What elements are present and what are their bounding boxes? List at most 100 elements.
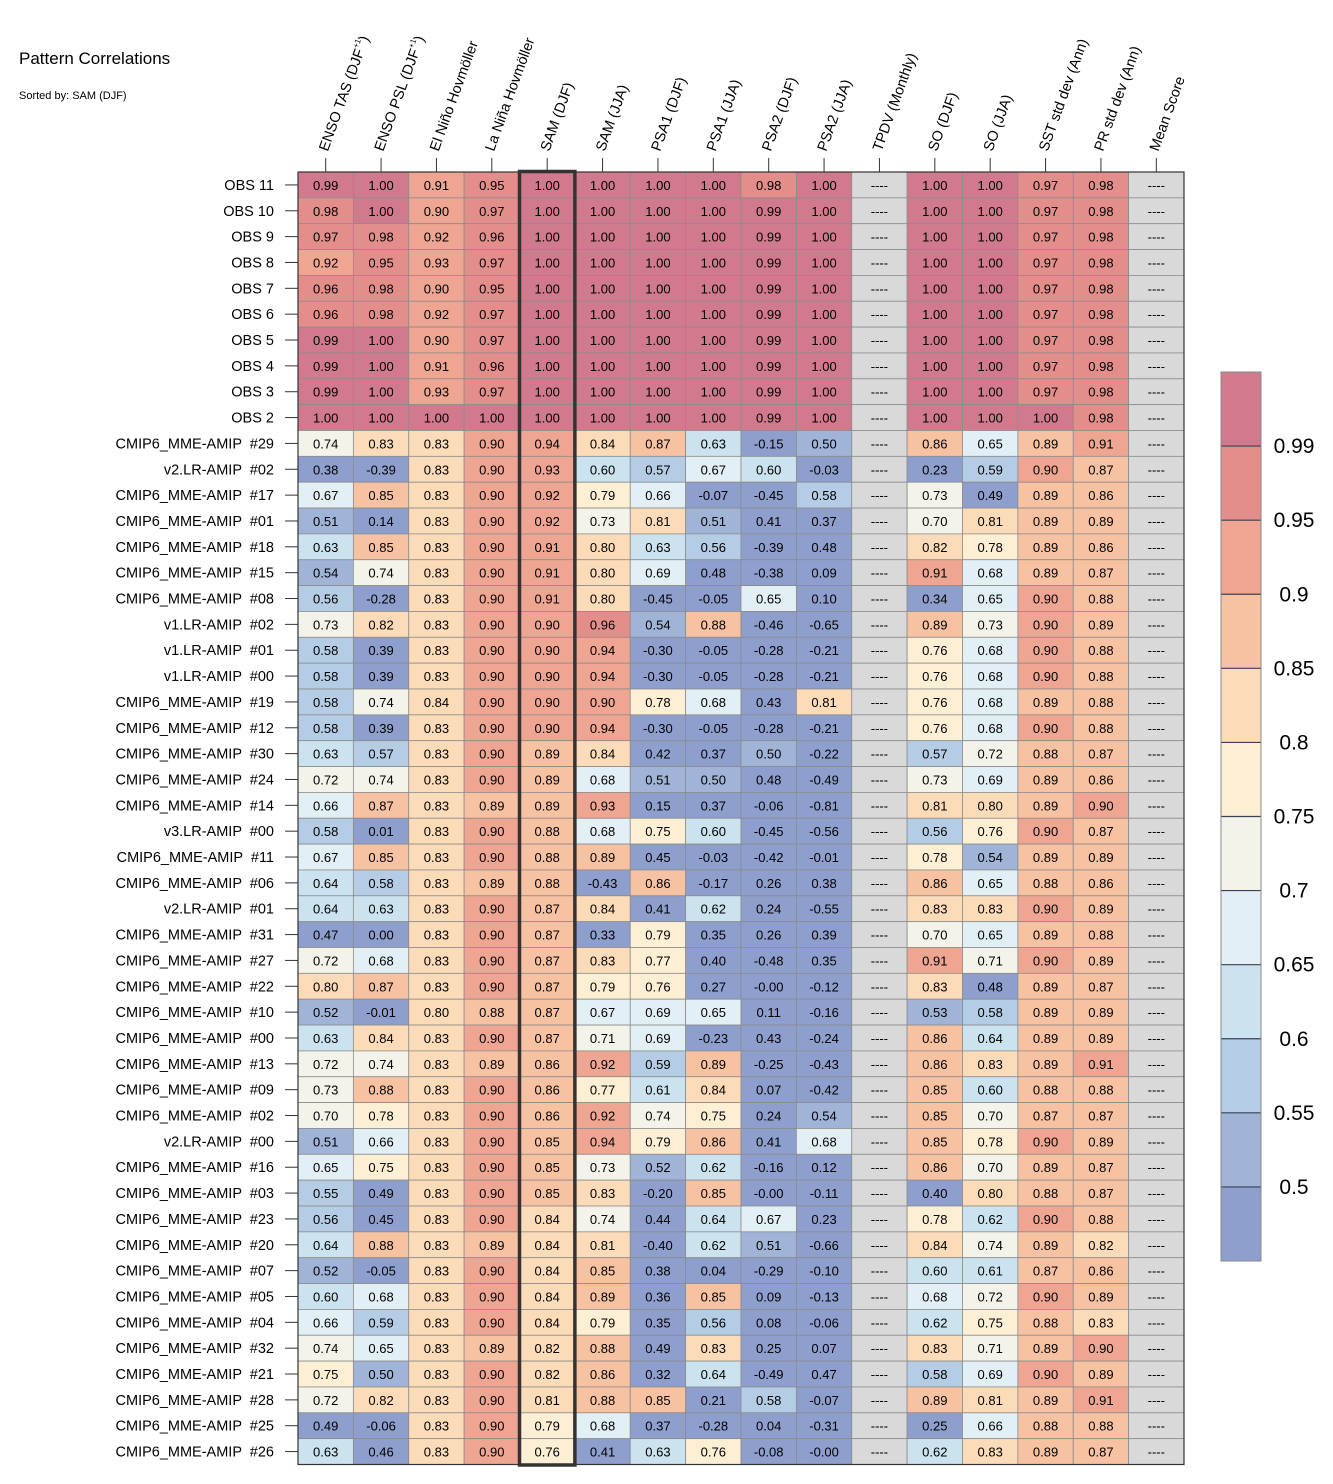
heatmap-cell[interactable]	[685, 430, 742, 457]
heatmap-cell[interactable]	[962, 1438, 1019, 1465]
heatmap-cell[interactable]	[1017, 1309, 1074, 1336]
heatmap-cell[interactable]	[1072, 274, 1130, 302]
heatmap-cell[interactable]	[408, 197, 465, 225]
heatmap-cell[interactable]	[574, 249, 631, 276]
heatmap-cell[interactable]	[795, 1205, 853, 1233]
heatmap-cell[interactable]	[962, 249, 1019, 276]
heatmap-cell[interactable]	[463, 559, 520, 587]
heatmap-cell[interactable]	[297, 998, 354, 1026]
heatmap-cell[interactable]	[1017, 947, 1074, 974]
heatmap-cell[interactable]	[962, 1412, 1019, 1440]
heatmap-cell[interactable]	[629, 1153, 687, 1181]
heatmap-cell[interactable]	[1072, 559, 1130, 587]
heatmap-cell[interactable]	[352, 636, 410, 664]
heatmap-cell[interactable]	[740, 1334, 797, 1362]
heatmap-cell[interactable]	[463, 1360, 520, 1388]
heatmap-cell[interactable]	[352, 714, 410, 742]
heatmap-cell[interactable]	[906, 921, 963, 948]
heatmap-cell[interactable]	[629, 1283, 687, 1310]
heatmap-cell[interactable]	[519, 274, 576, 302]
heatmap-cell[interactable]	[851, 688, 908, 716]
heatmap-cell[interactable]	[851, 1438, 908, 1465]
heatmap-cell[interactable]	[962, 714, 1019, 742]
heatmap-cell[interactable]	[408, 223, 465, 250]
heatmap-cell[interactable]	[962, 998, 1019, 1026]
heatmap-cell[interactable]	[685, 378, 742, 406]
heatmap-cell[interactable]	[740, 843, 797, 871]
heatmap-cell[interactable]	[629, 1076, 687, 1104]
heatmap-cell[interactable]	[297, 1128, 354, 1155]
heatmap-cell[interactable]	[297, 688, 354, 716]
heatmap-cell[interactable]	[962, 792, 1019, 819]
heatmap-cell[interactable]	[740, 1153, 797, 1181]
heatmap-cell[interactable]	[574, 404, 631, 431]
heatmap-cell[interactable]	[519, 481, 576, 509]
heatmap-cell[interactable]	[574, 1024, 631, 1052]
heatmap-cell[interactable]	[1017, 1050, 1074, 1078]
heatmap-cell[interactable]	[574, 1128, 631, 1155]
heatmap-cell[interactable]	[629, 1386, 687, 1414]
heatmap-cell[interactable]	[906, 249, 963, 276]
heatmap-cell[interactable]	[297, 662, 354, 690]
heatmap-cell[interactable]	[519, 223, 576, 250]
heatmap-cell[interactable]	[685, 223, 742, 250]
heatmap-cell[interactable]	[1128, 1334, 1185, 1362]
heatmap-cell[interactable]	[408, 481, 465, 509]
heatmap-cell[interactable]	[795, 378, 853, 406]
heatmap-cell[interactable]	[408, 947, 465, 974]
heatmap-cell[interactable]	[740, 766, 797, 793]
heatmap-cell[interactable]	[629, 326, 687, 354]
heatmap-cell[interactable]	[297, 895, 354, 923]
heatmap-cell[interactable]	[463, 326, 520, 354]
heatmap-cell[interactable]	[629, 1334, 687, 1362]
heatmap-cell[interactable]	[1128, 223, 1185, 250]
heatmap-cell[interactable]	[352, 972, 410, 1000]
heatmap-cell[interactable]	[408, 352, 465, 380]
heatmap-cell[interactable]	[519, 1360, 576, 1388]
heatmap-cell[interactable]	[629, 223, 687, 250]
heatmap-cell[interactable]	[629, 972, 687, 1000]
heatmap-cell[interactable]	[297, 1050, 354, 1078]
heatmap-cell[interactable]	[629, 895, 687, 923]
heatmap-cell[interactable]	[1128, 455, 1185, 483]
heatmap-cell[interactable]	[1128, 1050, 1185, 1078]
heatmap-cell[interactable]	[574, 792, 631, 819]
heatmap-cell[interactable]	[297, 1334, 354, 1362]
heatmap-cell[interactable]	[408, 688, 465, 716]
heatmap-cell[interactable]	[906, 1153, 963, 1181]
heatmap-cell[interactable]	[906, 1283, 963, 1310]
heatmap-cell[interactable]	[740, 455, 797, 483]
heatmap-cell[interactable]	[574, 817, 631, 845]
heatmap-cell[interactable]	[795, 792, 853, 819]
heatmap-cell[interactable]	[685, 1334, 742, 1362]
heatmap-cell[interactable]	[352, 1102, 410, 1129]
heatmap-cell[interactable]	[685, 1412, 742, 1440]
heatmap-cell[interactable]	[519, 947, 576, 974]
heatmap-cell[interactable]	[851, 611, 908, 638]
heatmap-cell[interactable]	[1072, 249, 1130, 276]
heatmap-cell[interactable]	[1072, 947, 1130, 974]
heatmap-cell[interactable]	[685, 611, 742, 638]
heatmap-cell[interactable]	[795, 559, 853, 587]
heatmap-cell[interactable]	[1017, 1128, 1074, 1155]
heatmap-cell[interactable]	[795, 636, 853, 664]
heatmap-cell[interactable]	[574, 197, 631, 225]
heatmap-cell[interactable]	[408, 171, 465, 199]
heatmap-cell[interactable]	[906, 1024, 963, 1052]
heatmap-cell[interactable]	[629, 1179, 687, 1207]
heatmap-cell[interactable]	[352, 274, 410, 302]
heatmap-cell[interactable]	[352, 559, 410, 587]
heatmap-cell[interactable]	[962, 171, 1019, 199]
heatmap-cell[interactable]	[1128, 1102, 1185, 1129]
heatmap-cell[interactable]	[962, 1205, 1019, 1233]
heatmap-cell[interactable]	[851, 1128, 908, 1155]
heatmap-cell[interactable]	[1017, 585, 1074, 612]
heatmap-cell[interactable]	[962, 662, 1019, 690]
heatmap-cell[interactable]	[740, 662, 797, 690]
heatmap-cell[interactable]	[851, 1076, 908, 1104]
heatmap-cell[interactable]	[574, 455, 631, 483]
heatmap-cell[interactable]	[629, 481, 687, 509]
heatmap-cell[interactable]	[463, 740, 520, 767]
heatmap-cell[interactable]	[1072, 585, 1130, 612]
heatmap-cell[interactable]	[962, 1128, 1019, 1155]
